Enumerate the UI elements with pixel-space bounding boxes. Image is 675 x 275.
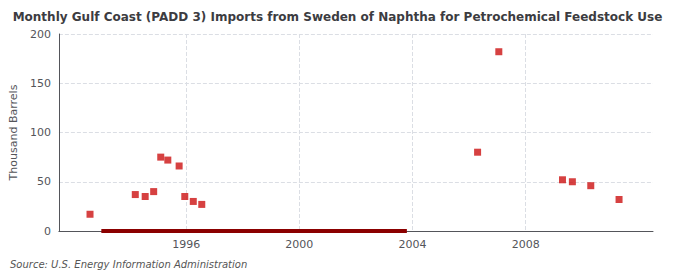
svg-text:Source: U.S. Energy Informatio: Source: U.S. Energy Information Administ… — [10, 259, 247, 270]
svg-text:2000: 2000 — [285, 238, 313, 251]
svg-text:2004: 2004 — [399, 238, 427, 251]
svg-text:200: 200 — [30, 28, 51, 41]
svg-text:0: 0 — [44, 225, 51, 238]
svg-text:100: 100 — [30, 126, 51, 139]
svg-text:2008: 2008 — [512, 238, 540, 251]
svg-text:150: 150 — [30, 77, 51, 90]
svg-text:Thousand Barrels: Thousand Barrels — [7, 84, 20, 181]
svg-text:Monthly Gulf Coast (PADD 3) Im: Monthly Gulf Coast (PADD 3) Imports from… — [13, 10, 663, 24]
svg-text:1996: 1996 — [172, 238, 200, 251]
svg-text:50: 50 — [37, 175, 51, 188]
